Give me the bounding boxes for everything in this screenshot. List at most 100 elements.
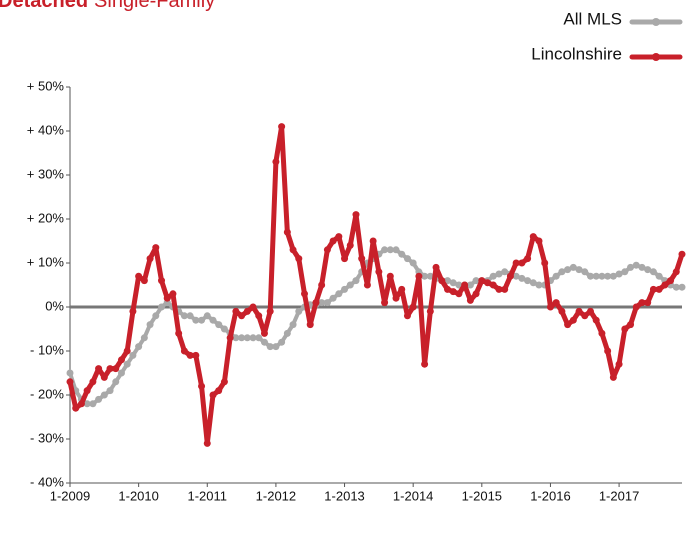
data-point xyxy=(135,343,143,351)
data-point xyxy=(661,281,669,289)
data-point xyxy=(655,272,663,280)
data-point xyxy=(186,351,194,359)
data-point xyxy=(581,268,589,276)
data-point xyxy=(672,268,680,276)
data-point xyxy=(89,378,97,386)
title-text: Single-Family xyxy=(94,0,215,12)
data-point xyxy=(112,378,120,386)
data-point xyxy=(586,307,594,315)
data-point xyxy=(564,266,572,274)
data-point xyxy=(146,255,154,263)
x-tick-label: 1-2016 xyxy=(530,488,570,503)
data-point xyxy=(621,268,629,276)
data-point xyxy=(169,290,177,298)
data-point xyxy=(512,272,520,280)
data-point xyxy=(352,277,360,285)
data-point xyxy=(186,312,194,320)
data-point xyxy=(569,316,577,324)
data-point xyxy=(203,439,211,447)
data-point xyxy=(392,246,400,254)
data-point xyxy=(609,272,617,280)
data-point xyxy=(266,307,274,315)
data-point xyxy=(495,285,503,293)
data-point xyxy=(249,334,257,342)
data-point xyxy=(449,279,457,287)
data-point xyxy=(152,312,160,320)
data-point xyxy=(478,277,486,285)
y-tick-label: + 10% xyxy=(27,254,65,269)
data-point xyxy=(209,391,217,399)
data-point xyxy=(341,255,349,263)
data-point xyxy=(535,281,543,289)
data-point xyxy=(95,365,103,373)
data-point xyxy=(135,272,143,280)
data-point xyxy=(449,288,457,296)
data-point xyxy=(243,334,251,342)
data-point xyxy=(598,272,606,280)
data-point xyxy=(329,294,337,302)
data-point xyxy=(209,316,217,324)
data-point xyxy=(295,307,303,315)
data-point xyxy=(604,272,612,280)
data-point xyxy=(501,285,509,293)
data-point xyxy=(255,312,263,320)
data-point xyxy=(352,211,360,219)
data-point xyxy=(198,316,206,324)
data-point xyxy=(398,285,406,293)
data-point xyxy=(615,270,623,278)
data-point xyxy=(421,360,429,368)
data-point xyxy=(598,329,606,337)
data-point xyxy=(546,303,554,311)
data-point xyxy=(100,391,108,399)
data-point xyxy=(518,259,526,267)
data-point xyxy=(649,268,657,276)
data-point xyxy=(283,329,291,337)
data-point xyxy=(592,316,600,324)
data-point xyxy=(569,263,577,271)
data-point xyxy=(129,307,137,315)
data-point xyxy=(495,270,503,278)
data-point xyxy=(518,274,526,282)
data-point xyxy=(318,299,326,307)
data-point xyxy=(95,395,103,403)
data-point xyxy=(415,272,423,280)
legend-dot xyxy=(652,53,660,61)
data-point xyxy=(489,281,497,289)
data-point xyxy=(66,378,74,386)
data-point xyxy=(649,285,657,293)
data-point xyxy=(306,321,314,329)
data-point xyxy=(180,312,188,320)
data-point xyxy=(301,290,309,298)
data-point xyxy=(489,272,497,280)
data-point xyxy=(575,307,583,315)
data-point xyxy=(512,259,520,267)
data-point xyxy=(346,241,354,249)
x-tick-label: 1-2011 xyxy=(188,488,228,503)
data-point xyxy=(220,378,228,386)
data-point xyxy=(112,365,120,373)
data-point xyxy=(381,299,389,307)
data-point xyxy=(421,272,429,280)
data-point xyxy=(295,255,303,263)
data-point xyxy=(140,334,148,342)
data-point xyxy=(266,343,274,351)
data-point xyxy=(335,233,343,241)
title-emphasis: Detached xyxy=(0,0,88,12)
data-point xyxy=(426,307,434,315)
data-point xyxy=(541,259,549,267)
x-tick-label: 1-2015 xyxy=(462,488,502,503)
data-point xyxy=(484,279,492,287)
data-point xyxy=(529,233,537,241)
data-point xyxy=(140,277,148,285)
data-point xyxy=(192,316,200,324)
y-tick-label: + 30% xyxy=(27,166,65,181)
data-point xyxy=(581,312,589,320)
data-point xyxy=(375,268,383,276)
data-point xyxy=(621,325,629,333)
data-point xyxy=(604,347,612,355)
data-point xyxy=(592,272,600,280)
data-point xyxy=(529,279,537,287)
data-point xyxy=(106,365,114,373)
data-point xyxy=(203,312,211,320)
data-point xyxy=(335,290,343,298)
